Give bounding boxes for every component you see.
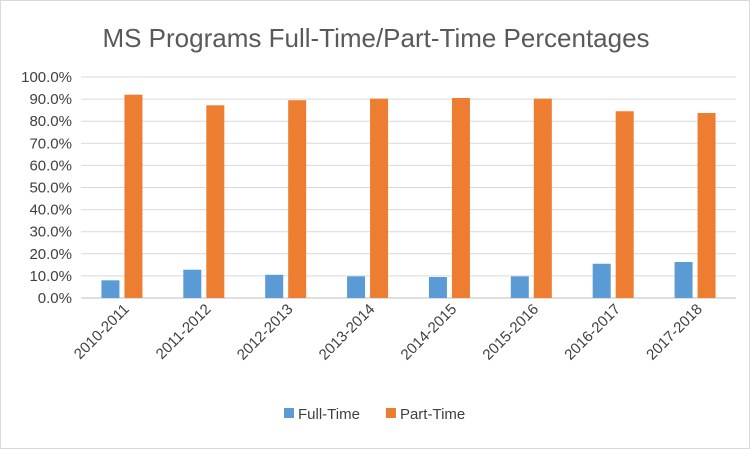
legend-swatch	[385, 408, 396, 418]
y-tick-label: 40.0%	[29, 202, 72, 219]
x-tick-label: 2014-2015	[398, 301, 461, 364]
y-tick-label: 70.0%	[29, 135, 72, 152]
bar-part-time	[451, 97, 470, 299]
x-tick-label: 2015-2016	[479, 301, 542, 364]
y-axis-ticks: 0.0% 10.0% 20.0% 30.0% 40.0% 50.0% 60.0% 70.0% 8…	[21, 69, 72, 307]
x-axis-ticks: 2010-2011 2011-2012 2012-2013 2013-2014 2014…	[71, 301, 706, 364]
bar-part-time	[206, 105, 225, 299]
y-tick-label: 10.0%	[29, 268, 72, 285]
x-tick-label: 2013-2014	[316, 301, 379, 364]
y-tick-label: 80.0%	[29, 113, 72, 130]
bar-full-time	[183, 269, 202, 298]
bar-part-time	[697, 113, 716, 298]
y-tick-label: 0.0%	[38, 290, 72, 307]
y-tick-label: 50.0%	[29, 180, 72, 197]
legend-label: Part-Time	[400, 406, 465, 423]
x-tick-label: 2011-2012	[153, 301, 215, 363]
bar-full-time	[510, 276, 529, 298]
y-tick-label: 100.0%	[21, 69, 72, 86]
y-tick-label: 90.0%	[29, 91, 72, 108]
bar-full-time	[101, 280, 120, 298]
bar-part-time	[124, 94, 143, 299]
bar-full-time	[265, 274, 284, 298]
legend-swatch	[284, 408, 294, 418]
x-tick-label: 2016-2017	[561, 301, 624, 364]
bar-part-time	[370, 98, 389, 299]
bar-part-time	[288, 100, 307, 298]
gridlines	[81, 76, 736, 299]
bar-part-time	[533, 98, 552, 299]
bar-full-time	[347, 276, 366, 298]
y-tick-label: 60.0%	[29, 157, 72, 174]
legend-label: Full-Time	[298, 406, 360, 423]
x-tick-label: 2010-2011	[71, 301, 133, 363]
legend: Full-Time Part-Time	[284, 406, 465, 423]
y-tick-label: 20.0%	[29, 246, 72, 263]
bar-part-time	[615, 111, 634, 298]
bars	[101, 94, 716, 299]
bar-full-time	[674, 261, 693, 298]
bar-full-time	[428, 277, 447, 298]
bar-full-time	[592, 263, 611, 298]
x-tick-label: 2017-2018	[643, 301, 706, 364]
chart-title: MS Programs Full-Time/Part-Time Percenta…	[102, 23, 649, 53]
x-tick-label: 2012-2013	[234, 301, 297, 364]
y-tick-label: 30.0%	[29, 224, 72, 241]
